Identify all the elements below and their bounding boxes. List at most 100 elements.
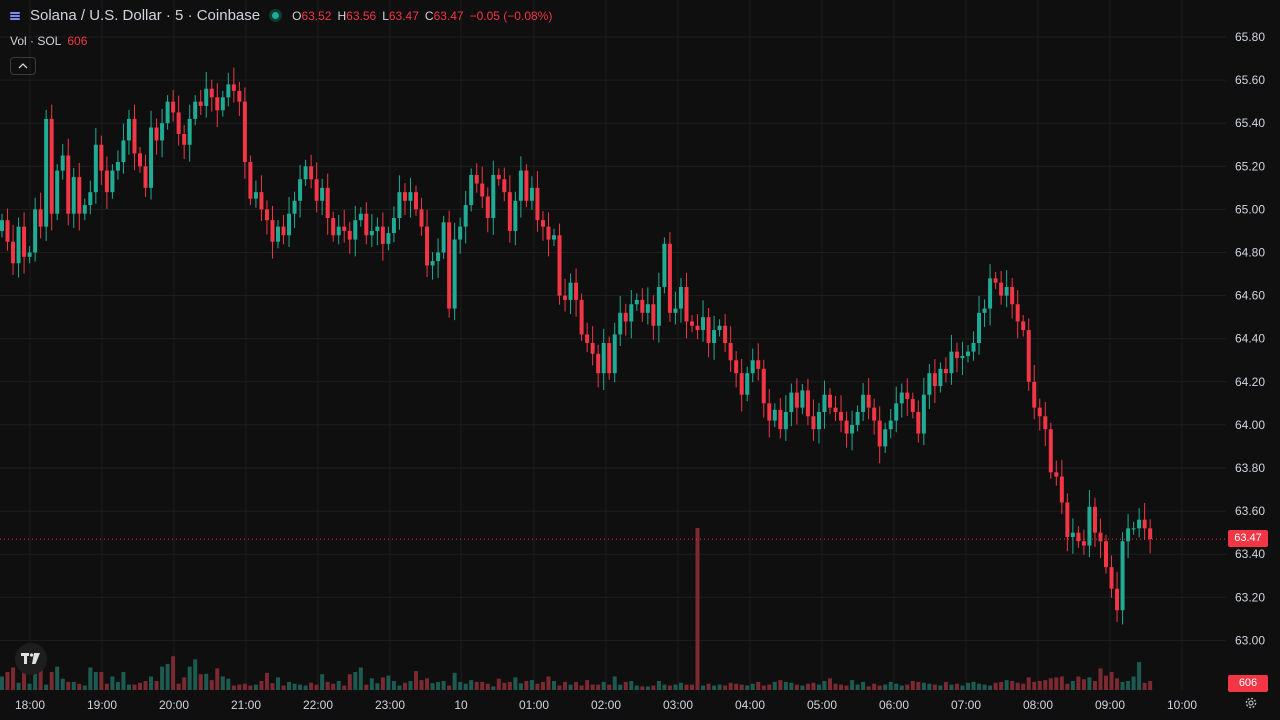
candle-body — [5, 220, 10, 242]
volume-bar — [1026, 677, 1031, 690]
tradingview-logo-icon[interactable] — [15, 643, 47, 675]
volume-bar — [1010, 681, 1015, 690]
candle-body — [259, 192, 264, 210]
candle-body — [883, 429, 888, 447]
volume-bar — [242, 683, 247, 690]
candle-body — [623, 312, 628, 322]
candle-body — [734, 360, 739, 374]
candle-body — [1142, 519, 1147, 529]
volume-bar — [1032, 681, 1037, 690]
candle-body — [60, 155, 65, 171]
candle-body — [126, 118, 131, 141]
candle-body — [1015, 304, 1020, 322]
candle-body — [612, 334, 617, 374]
candle-body — [303, 166, 308, 180]
x-tick-label: 03:00 — [663, 698, 693, 712]
time-axis[interactable]: 18:00 19:00 20:00 21:00 22:00 23:00 10 01:00 02:… — [15, 698, 1197, 712]
symbol-title[interactable]: Solana / U.S. Dollar · 5 · Coinbase — [30, 7, 261, 24]
volume-bar — [336, 681, 341, 690]
y-tick-label: 63.80 — [1235, 461, 1265, 475]
candle-body — [220, 97, 225, 111]
candle-body — [77, 177, 82, 214]
candle-body — [1048, 429, 1053, 473]
volume-bar — [618, 684, 623, 690]
volume-value: 606 — [67, 34, 88, 48]
list-icon[interactable] — [8, 9, 22, 23]
candle-body — [165, 101, 170, 124]
volume-bar — [1087, 677, 1092, 690]
volume-bar — [629, 681, 634, 690]
candle-body — [1010, 286, 1015, 305]
volume-bar — [794, 684, 799, 690]
candle-body — [430, 261, 435, 266]
volume-bar — [408, 681, 413, 690]
volume-bar — [325, 681, 330, 690]
candle-body — [149, 127, 154, 188]
gear-icon[interactable] — [1243, 696, 1259, 712]
volume-bar — [452, 672, 457, 690]
volume-bar — [877, 685, 882, 690]
candle-body — [502, 179, 507, 193]
candle-body — [27, 252, 32, 257]
volume-bar — [397, 685, 402, 690]
volume-bar — [938, 685, 943, 690]
candle-body — [977, 312, 982, 344]
y-tick-label: 64.00 — [1235, 418, 1265, 432]
candle-body — [789, 392, 794, 412]
y-tick-label: 63.60 — [1235, 504, 1265, 518]
candle-body — [954, 351, 959, 359]
volume-bar — [579, 685, 584, 690]
candle-body — [292, 200, 297, 214]
y-tick-label: 65.00 — [1235, 202, 1265, 216]
volume-bar — [104, 683, 109, 690]
candle-body — [662, 243, 667, 287]
candle-body — [800, 390, 805, 408]
volume-bar — [623, 681, 628, 690]
volume-bar — [1004, 680, 1009, 690]
volume-bar — [347, 674, 352, 690]
candle-body — [905, 392, 910, 400]
collapse-legend-button[interactable] — [10, 57, 36, 75]
volume-bar — [264, 672, 269, 690]
volume-bar — [485, 683, 490, 690]
volume-bar — [540, 681, 545, 690]
volume-label[interactable]: Vol · SOL — [10, 34, 62, 48]
candle-body — [678, 286, 683, 309]
volume-legend: Vol · SOL 606 — [10, 34, 87, 48]
candle-body — [927, 373, 932, 395]
volume-bar — [932, 684, 937, 690]
candle-body — [209, 88, 214, 98]
volume-bar — [585, 680, 590, 690]
candle-body — [772, 409, 777, 421]
market-status-icon[interactable] — [269, 9, 283, 22]
volume-bars — [0, 528, 1153, 690]
candle-body — [469, 174, 474, 206]
candle-body — [822, 394, 827, 412]
candle-body — [281, 226, 286, 236]
volume-bar — [253, 684, 258, 690]
volume-bar — [0, 676, 4, 690]
y-tick-label: 63.40 — [1235, 547, 1265, 561]
candle-body — [452, 239, 457, 309]
candle-body — [66, 155, 71, 214]
volume-bar — [684, 684, 689, 690]
volume-bar — [491, 686, 496, 690]
volume-bar — [888, 681, 893, 690]
volume-bar — [574, 681, 579, 690]
candle-body — [579, 299, 584, 335]
price-axis[interactable]: 65.80 65.60 65.40 65.20 65.00 64.80 64.60 64.40… — [1235, 30, 1265, 647]
volume-bar — [855, 684, 860, 690]
candle-body — [557, 235, 562, 296]
candle-body — [574, 282, 579, 300]
volume-bar — [425, 678, 430, 690]
volume-bar — [1115, 678, 1120, 690]
volume-bar — [314, 684, 319, 690]
y-tick-label: 63.20 — [1235, 590, 1265, 604]
candle-body — [1043, 416, 1048, 430]
volume-bar — [220, 676, 225, 690]
x-tick-label: 07:00 — [951, 698, 981, 712]
volume-bar — [502, 682, 507, 690]
candle-body — [629, 304, 634, 322]
volume-bar — [209, 680, 214, 690]
